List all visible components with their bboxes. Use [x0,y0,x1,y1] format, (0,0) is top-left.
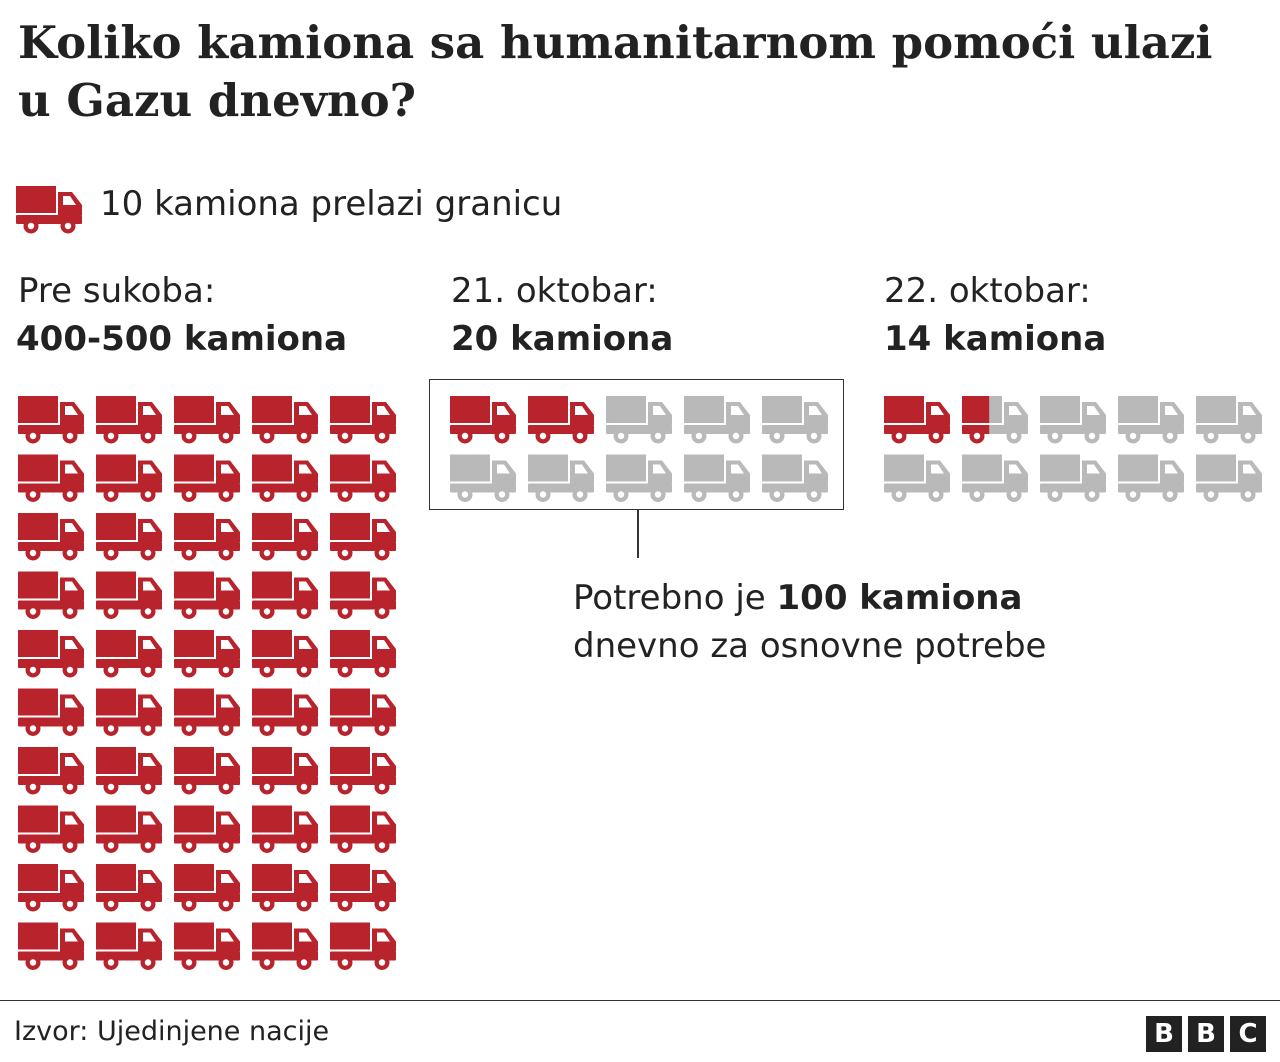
truck-icon-pre-sukoba-35 [330,747,396,795]
truck-icon-pre-sukoba-6 [18,454,84,502]
pictogram-chart [18,396,1262,970]
truck-icon-21-oktobar-3 [606,396,672,444]
truck-icon-21-oktobar-10 [762,454,828,502]
truck-icon-pre-sukoba-7 [96,454,162,502]
truck-icon-pre-sukoba-4 [252,396,318,444]
truck-icon-21-oktobar-6 [450,454,516,502]
truck-icon-22-oktobar-8 [1040,454,1106,502]
needed-annotation: Potrebno je 100 kamiona dnevno za osnovn… [573,574,1046,670]
bbc-logo-block-b2: B [1188,1016,1224,1052]
truck-icon-pre-sukoba-44 [252,864,318,912]
truck-icon-pre-sukoba-13 [174,513,240,561]
truck-icon-pre-sukoba-33 [174,747,240,795]
truck-icon-pre-sukoba-1 [18,396,84,444]
needed-annotation-line1: Potrebno je 100 kamiona [573,574,1046,622]
truck-icon-pre-sukoba-5 [330,396,396,444]
truck-icon-22-oktobar-7 [962,454,1028,502]
truck-icon-pre-sukoba-9 [252,454,318,502]
truck-icon-pre-sukoba-18 [174,571,240,619]
truck-icon-pre-sukoba-10 [330,454,396,502]
truck-icon-pre-sukoba-45 [330,864,396,912]
truck-icon-pre-sukoba-2 [96,396,162,444]
truck-icon-pre-sukoba-43 [174,864,240,912]
truck-icon-pre-sukoba-12 [96,513,162,561]
truck-icon-pre-sukoba-41 [18,864,84,912]
truck-icon-pre-sukoba-47 [96,922,162,970]
truck-icon-pre-sukoba-8 [174,454,240,502]
truck-icon-pre-sukoba-26 [18,688,84,736]
truck-icon-pre-sukoba-49 [252,922,318,970]
panel-label-21-oktobar: 21. oktobar: [451,271,658,311]
truck-icon-pre-sukoba-48 [174,922,240,970]
truck-icon-pre-sukoba-27 [96,688,162,736]
truck-icon-21-oktobar-2 [528,396,594,444]
needed-threshold-box [429,379,844,510]
chart-title: Koliko kamiona sa humanitarnom pomoći ul… [18,16,1213,127]
bbc-logo: B B C [1146,1016,1266,1052]
truck-icon-21-oktobar-8 [606,454,672,502]
needed-annotation-bold: 100 kamiona [776,578,1023,618]
truck-icon-pre-sukoba-11 [18,513,84,561]
panel-value-pre-sukoba: 400-500 kamiona [16,319,348,359]
truck-icon-pre-sukoba-19 [252,571,318,619]
truck-icon-pre-sukoba-37 [96,805,162,853]
annotation-connector [637,510,639,558]
truck-icon-22-oktobar-9 [1118,454,1184,502]
legend-text: 10 kamiona prelazi granicu [100,184,563,224]
truck-icon-22-oktobar-5 [1196,396,1262,444]
truck-icon-pre-sukoba-17 [96,571,162,619]
truck-icon-pre-sukoba-29 [252,688,318,736]
truck-icon-pre-sukoba-38 [174,805,240,853]
truck-icon-pre-sukoba-21 [18,630,84,678]
truck-icon-pre-sukoba-34 [252,747,318,795]
bbc-logo-block-c: C [1230,1016,1266,1052]
truck-icon-22-oktobar-1 [884,396,950,444]
truck-icon-21-oktobar-7 [528,454,594,502]
needed-annotation-prefix: Potrebno je [573,578,777,618]
truck-icon-22-oktobar-6 [884,454,950,502]
truck-icon-pre-sukoba-16 [18,571,84,619]
truck-icon-pre-sukoba-46 [18,922,84,970]
truck-icon [16,186,82,234]
needed-annotation-line2: dnevno za osnovne potrebe [573,626,1047,666]
truck-icon-pre-sukoba-32 [96,747,162,795]
footer-divider [0,1000,1280,1001]
truck-icon-21-oktobar-1 [450,396,516,444]
truck-icon-pre-sukoba-36 [18,805,84,853]
truck-icon-pre-sukoba-42 [96,864,162,912]
truck-icon-pre-sukoba-24 [252,630,318,678]
truck-icon-pre-sukoba-40 [330,805,396,853]
truck-icon-pre-sukoba-30 [330,688,396,736]
truck-icon-21-oktobar-5 [762,396,828,444]
truck-icon-pre-sukoba-23 [174,630,240,678]
truck-icon-pre-sukoba-15 [330,513,396,561]
truck-icon-pre-sukoba-25 [330,630,396,678]
truck-icon-pre-sukoba-22 [96,630,162,678]
source-note: Izvor: Ujedinjene nacije [14,1016,330,1047]
truck-icon-22-oktobar-4 [1118,396,1184,444]
panel-label-22-oktobar: 22. oktobar: [884,271,1091,311]
truck-icon-21-oktobar-4 [684,396,750,444]
truck-icon-pre-sukoba-14 [252,513,318,561]
truck-icon-22-oktobar-10 [1196,454,1262,502]
panel-value-21-oktobar: 20 kamiona [451,319,674,359]
bbc-logo-block-b1: B [1146,1016,1182,1052]
panel-value-22-oktobar: 14 kamiona [884,319,1107,359]
truck-icon-pre-sukoba-28 [174,688,240,736]
truck-icon-pre-sukoba-3 [174,396,240,444]
truck-icon-pre-sukoba-50 [330,922,396,970]
truck-icon-pre-sukoba-39 [252,805,318,853]
truck-icon-21-oktobar-9 [684,454,750,502]
truck-icon-22-oktobar-3 [1040,396,1106,444]
truck-icon-pre-sukoba-31 [18,747,84,795]
truck-icon-pre-sukoba-20 [330,571,396,619]
truck-icon-22-oktobar-2 [962,396,1028,444]
panel-label-pre-sukoba: Pre sukoba: [18,271,216,311]
